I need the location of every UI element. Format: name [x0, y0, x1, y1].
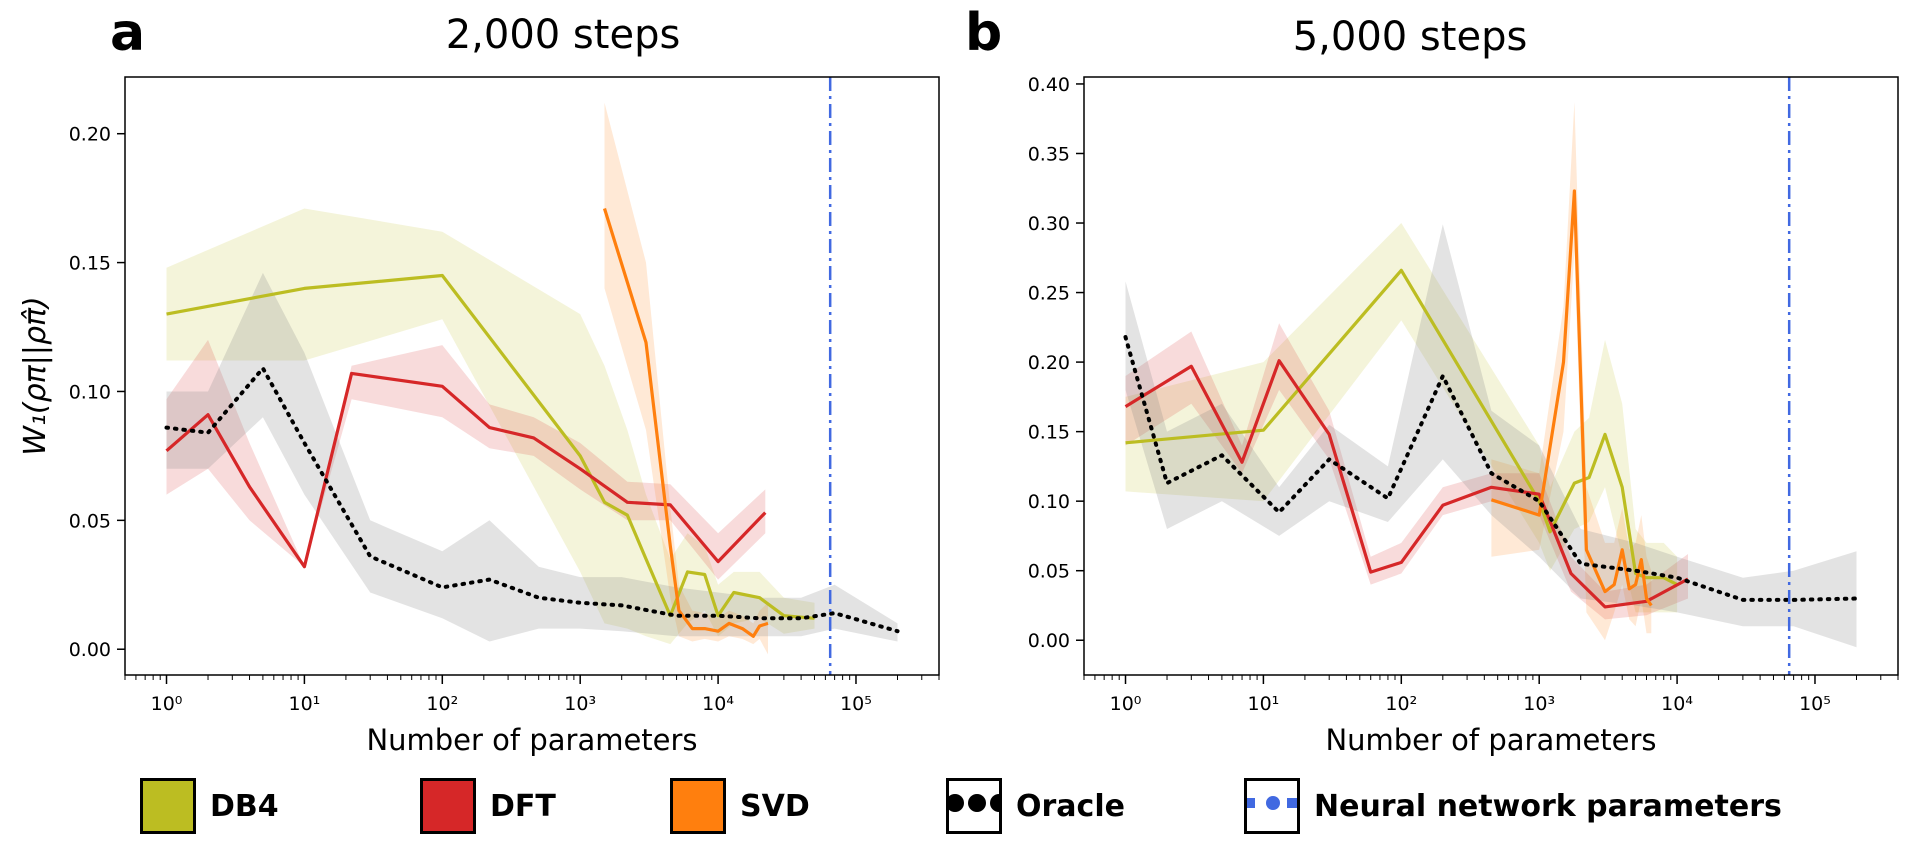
- legend-label-svd: SVD: [740, 788, 810, 824]
- panel-a-xtick-label: 10⁵: [840, 693, 872, 715]
- panel-b-xtick-label: 10⁴: [1661, 693, 1693, 715]
- panel-a-axes-frame: [124, 76, 940, 676]
- panel-a-ytick-label: 0.20: [69, 124, 111, 146]
- panel-a-svd-band: [604, 102, 768, 655]
- panel-b-letter: b: [965, 3, 1002, 63]
- panel-a-oracle-line: [164, 366, 900, 634]
- panel-a: a 2,000 steps 0.00 0.05 0.10 0.15 0.20 10⁰ 10¹…: [18, 3, 940, 757]
- legend-item-nn-params: Neural network parameters: [1244, 776, 1782, 836]
- legend-label-dft: DFT: [490, 788, 556, 824]
- panel-a-ytick-label: 0.00: [69, 639, 111, 661]
- panel-b-axes-frame: [1083, 76, 1899, 676]
- panel-b-ytick-label: 0.10: [1028, 491, 1070, 513]
- panel-a-ytick-label: 0.10: [69, 381, 111, 403]
- panel-b-ytick-label: 0.15: [1028, 422, 1070, 444]
- panel-a-svd-line: [602, 208, 769, 638]
- panel-b-svd-band: [1491, 102, 1652, 641]
- panel-a-dft-line: [165, 371, 767, 569]
- legend-label-db4: DB4: [210, 788, 279, 824]
- panel-a-title: 2,000 steps: [446, 12, 681, 58]
- panel-b-xlabel: Number of parameters: [1325, 723, 1656, 757]
- panel-b-plot-area: [1084, 77, 1898, 675]
- panel-b-title: 5,000 steps: [1293, 14, 1528, 60]
- panel-b: b 5,000 steps 0.000.050.100.150.200.250.…: [965, 3, 1899, 757]
- panel-b-ytick-label: 0.20: [1028, 352, 1070, 374]
- legend-item-oracle: Oracle: [946, 776, 1125, 836]
- panel-a-ytick-label: 0.05: [69, 510, 111, 532]
- panel-a-xtick-label: 10¹: [289, 693, 321, 715]
- panel-b-xtick-label: 10³: [1523, 693, 1555, 715]
- panel-b-ticks: 0.00 0.05 0.10 0.15 0.20 0.25 0.30 0.35 0.40 10⁰ 1…: [1028, 74, 1899, 715]
- legend-swatch-db4: [140, 778, 196, 834]
- panel-b-dft-line: [1124, 359, 1689, 609]
- panel-b-db4-line: [1125, 268, 1678, 587]
- panel-b-xtick-label: 10⁰: [1110, 693, 1142, 715]
- panel-b-svd-line: [1490, 189, 1653, 607]
- legend-item-db4: DB4: [140, 776, 279, 836]
- panel-a-oracle-band: [166, 272, 898, 642]
- panel-a-plot: [164, 77, 900, 675]
- panel-b-xtick-label: 10²: [1385, 693, 1417, 715]
- legend-swatch-nn-params: [1244, 778, 1300, 834]
- panel-a-xtick-label: 10³: [564, 693, 596, 715]
- legend: DB4 DFT SVD Oracle Neural network parame…: [0, 760, 1926, 844]
- panel-a-xlabel: Number of parameters: [366, 723, 697, 757]
- panel-b-oracle-line: [1123, 335, 1859, 602]
- panel-a-plot-area: [125, 77, 939, 675]
- panel-a-xtick-label: 10⁰: [151, 693, 183, 715]
- legend-item-dft: DFT: [420, 776, 556, 836]
- dotted-line-icon: [949, 794, 999, 812]
- panel-a-xtick-label: 10²: [426, 693, 458, 715]
- panel-b-plot: [1123, 77, 1859, 675]
- legend-label-oracle: Oracle: [1016, 788, 1125, 824]
- dash-dot-line-icon: [1247, 796, 1297, 810]
- panel-b-xtick-label: 10¹: [1248, 693, 1280, 715]
- panel-a-db4-band: [166, 208, 815, 645]
- panel-b-ytick-label: 0.30: [1028, 213, 1070, 235]
- panel-a-ticks: 0.00 0.05 0.10 0.15 0.20 10⁰ 10¹ 10² 10³ 10⁴ 10⁵: [69, 124, 940, 715]
- panel-b-ytick-label: 0.00: [1028, 630, 1070, 652]
- panel-b-ytick-label: 0.25: [1028, 283, 1070, 305]
- panel-b-ytick-label: 0.40: [1028, 74, 1070, 96]
- panel-b-oracle-band: [1125, 224, 1857, 648]
- legend-swatch-dft: [420, 778, 476, 834]
- legend-label-nn-params: Neural network parameters: [1314, 788, 1782, 824]
- panel-a-ylabel: W₁(ρπ||ρπ̂): [18, 296, 53, 456]
- panel-a-ytick-label: 0.15: [69, 253, 111, 275]
- legend-swatch-oracle: [946, 778, 1002, 834]
- panel-b-ytick-label: 0.05: [1028, 561, 1070, 583]
- panel-b-ytick-label: 0.35: [1028, 143, 1070, 165]
- panel-a-letter: a: [110, 3, 145, 63]
- legend-swatch-svd: [670, 778, 726, 834]
- panel-a-xtick-label: 10⁴: [702, 693, 734, 715]
- legend-item-svd: SVD: [670, 776, 810, 836]
- panel-b-xtick-label: 10⁵: [1799, 693, 1831, 715]
